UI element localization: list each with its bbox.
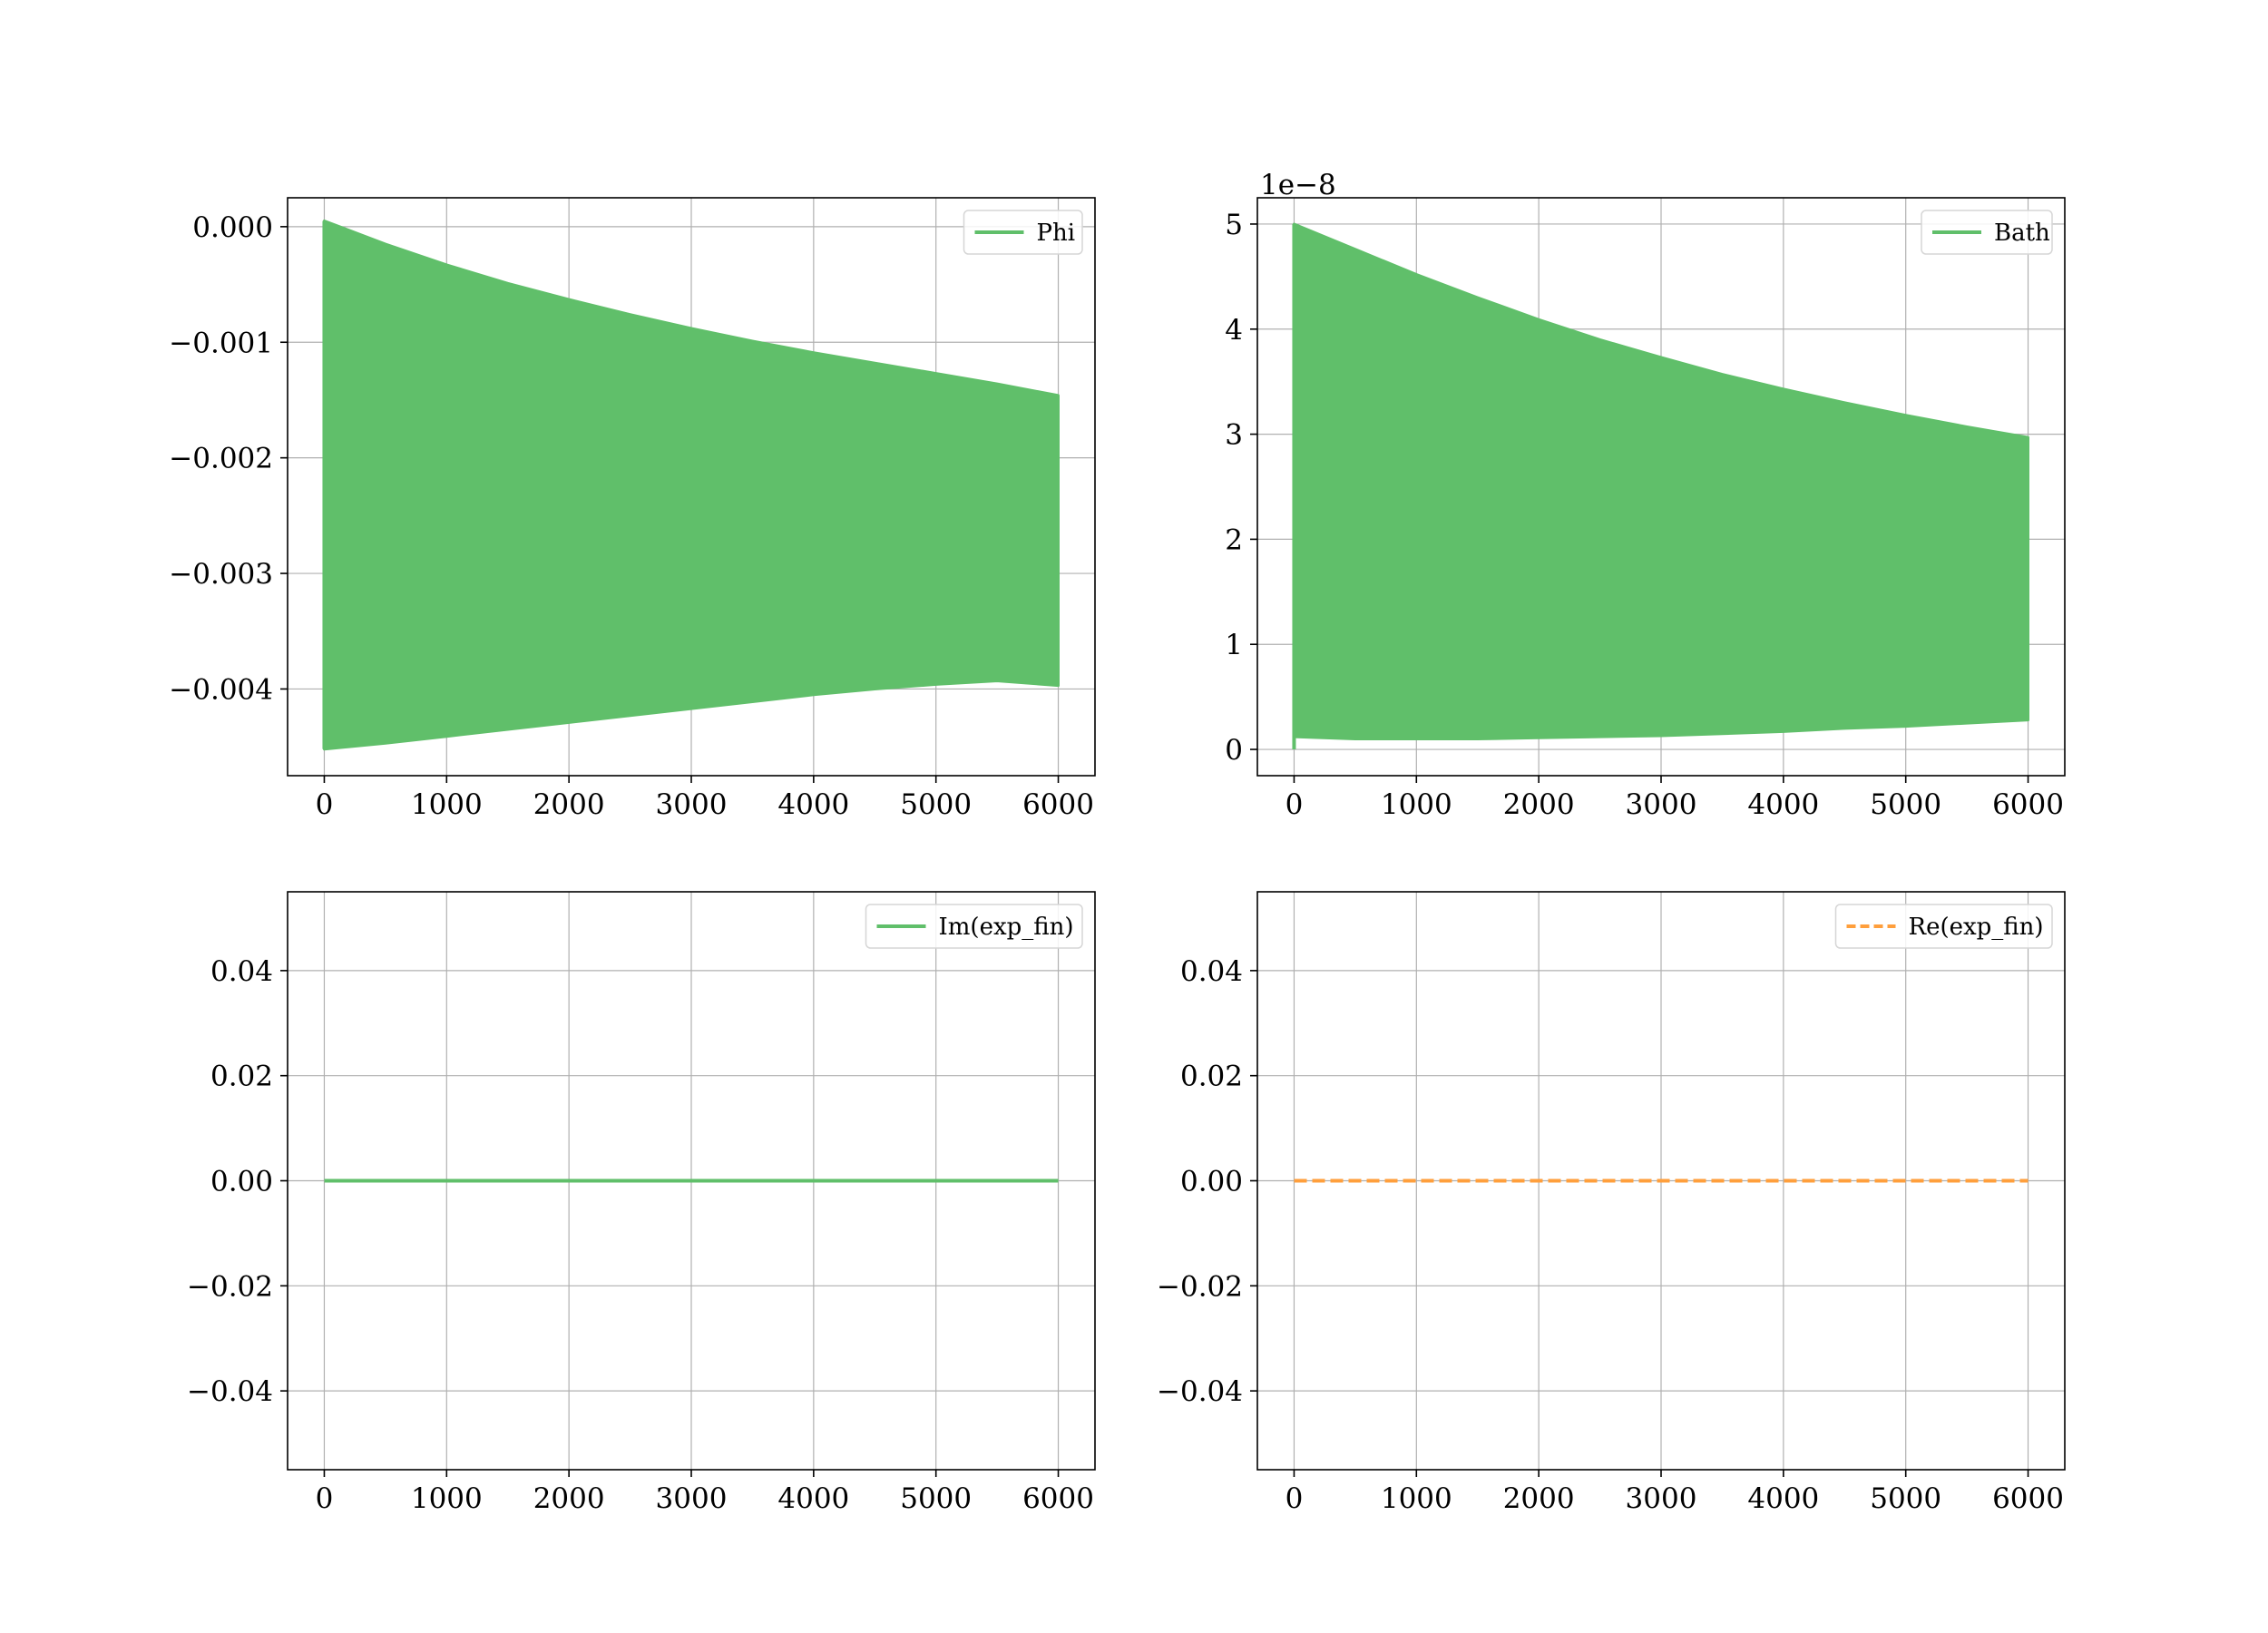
x-tick-label: 5000 [1870,788,1941,821]
x-tick-label: 4000 [777,1482,849,1515]
legend-label: Bath [1994,220,2050,247]
subplot-re-exp-fin: 0 1000 2000 3000 4000 5000 6000 0.04 0.02 0.00 −0.… [1157,891,2066,1515]
y-tick-label: 0.04 [1180,955,1243,988]
x-tick-label: 6000 [1022,1482,1094,1515]
x-tick-label: 3000 [1626,1482,1697,1515]
x-tick-label: 2000 [533,788,605,821]
x-tick-label: 4000 [777,788,849,821]
x-tick-label: 6000 [1022,788,1094,821]
x-tick-label: 4000 [1747,1482,1819,1515]
y-tick-label: 0.02 [210,1061,273,1093]
x-tick-label: 2000 [1503,1482,1575,1515]
x-tick-label: 4000 [1747,788,1819,821]
y-tick-label: 0.02 [1180,1061,1243,1093]
y-tick-label: −0.04 [187,1375,273,1408]
x-tick-label: 5000 [1870,1482,1941,1515]
y-tick-label: 0 [1225,734,1243,767]
y-tick-label: 0.04 [210,955,273,988]
y-tick-label: 5 [1225,209,1243,241]
y-tick-label: 4 [1225,314,1243,347]
legend: Bath [1921,210,2053,255]
x-tick-label: 1000 [1381,788,1452,821]
x-tick-label: 3000 [656,1482,728,1515]
x-tick-label: 3000 [1626,788,1697,821]
y-tick-label: 1 [1225,629,1243,661]
y-tick-label: 0.000 [192,211,273,244]
subplot-bath: 0 1000 2000 3000 4000 5000 6000 0 1 2 3 4 5 1e−8 Bath [1225,169,2066,821]
y-tick-label: −0.001 [169,327,273,359]
subplot-im-exp-fin: 0 1000 2000 3000 4000 5000 6000 0.04 0.02 0.00 −0.… [187,891,1096,1515]
y-tick-label: 3 [1225,419,1243,452]
legend-box [865,904,1083,949]
legend: Re(exp_fin) [1834,904,2053,949]
series-band-bath [1293,222,2029,740]
legend-box [1834,904,2053,949]
y-tick-label: −0.003 [169,558,273,591]
series-band-phi [323,220,1060,751]
x-tick-label: 0 [316,1482,334,1515]
y-tick-label: 2 [1225,523,1243,556]
y-tick-label: 0.00 [1180,1166,1243,1198]
x-tick-label: 6000 [1992,788,2064,821]
x-tick-label: 5000 [900,1482,972,1515]
x-tick-label: 1000 [1381,1482,1452,1515]
y-tick-label: −0.02 [1157,1270,1243,1303]
x-tick-label: 0 [1286,1482,1304,1515]
x-tick-label: 1000 [411,1482,483,1515]
y-offset-label: 1e−8 [1260,169,1336,201]
legend: Phi [963,210,1083,255]
y-tick-label: −0.004 [169,673,273,706]
x-tick-label: 1000 [411,788,483,821]
x-tick-label: 2000 [533,1482,605,1515]
x-tick-label: 6000 [1992,1482,2064,1515]
x-tick-label: 5000 [900,788,972,821]
subplot-phi: 0 1000 2000 3000 4000 5000 6000 0.000 −0.001 −0.0… [169,197,1096,821]
y-tick-label: −0.04 [1157,1375,1243,1408]
y-tick-label: −0.02 [187,1270,273,1303]
x-tick-label: 3000 [656,788,728,821]
x-tick-label: 0 [316,788,334,821]
legend-label: Im(exp_fin) [939,914,1074,941]
legend: Im(exp_fin) [865,904,1083,949]
y-tick-label: −0.002 [169,443,273,475]
x-tick-label: 0 [1286,788,1304,821]
legend-label: Phi [1037,220,1076,247]
y-tick-label: 0.00 [210,1166,273,1198]
legend-box [1921,210,2053,255]
x-tick-label: 2000 [1503,788,1575,821]
legend-label: Re(exp_fin) [1909,914,2044,941]
